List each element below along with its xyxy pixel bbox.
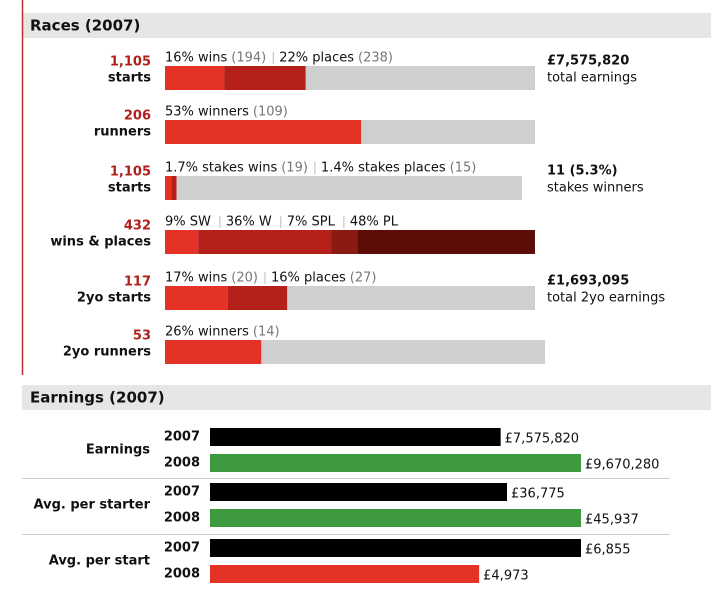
row-count: 53 bbox=[133, 329, 151, 344]
bar-segment bbox=[165, 66, 225, 90]
bar-segment bbox=[165, 176, 172, 200]
segment-count: (19) bbox=[281, 161, 308, 176]
row-label: starts bbox=[108, 71, 151, 86]
bar-segment bbox=[165, 286, 228, 310]
value-label: £6,855 bbox=[585, 543, 631, 558]
segment-count: (20) bbox=[231, 271, 258, 286]
segment-label: 1.7% stakes wins bbox=[165, 161, 277, 176]
bar bbox=[210, 539, 581, 557]
summary-value: £1,693,095 bbox=[547, 274, 629, 289]
bar-segment bbox=[198, 230, 332, 254]
segment-label: 9% SW bbox=[165, 215, 211, 230]
year-label: 2007 bbox=[164, 485, 200, 500]
bar-segment bbox=[165, 230, 199, 254]
row-label: wins & places bbox=[50, 235, 151, 250]
section-title: Races (2007) bbox=[30, 17, 140, 35]
section-title: Earnings (2007) bbox=[30, 389, 165, 407]
year-label: 2008 bbox=[164, 511, 200, 526]
bar bbox=[210, 454, 581, 472]
value-label: £7,575,820 bbox=[505, 432, 579, 447]
bar-segment bbox=[224, 66, 306, 90]
segment-label: 17% wins bbox=[165, 271, 228, 286]
section-header-bg bbox=[22, 385, 711, 410]
segment-count: (15) bbox=[450, 161, 477, 176]
row-label: starts bbox=[108, 181, 151, 196]
year-label: 2007 bbox=[164, 541, 200, 556]
row-count: 1,105 bbox=[110, 165, 151, 180]
segment-count: (194) bbox=[231, 51, 266, 66]
segment-label: 26% winners bbox=[165, 325, 249, 340]
segment-label: 53% winners bbox=[165, 105, 249, 120]
value-label: £36,775 bbox=[511, 487, 565, 502]
bar bbox=[210, 565, 480, 583]
group-label: Earnings bbox=[86, 443, 150, 458]
value-label: £45,937 bbox=[585, 513, 639, 528]
summary-value: £7,575,820 bbox=[547, 54, 629, 69]
segment-label: 48% PL bbox=[350, 215, 399, 230]
segment-count: (238) bbox=[358, 51, 393, 66]
bar bbox=[210, 428, 501, 446]
segment-count: (27) bbox=[350, 271, 377, 286]
row-count: 117 bbox=[124, 275, 151, 290]
summary-label: stakes winners bbox=[547, 181, 644, 196]
bar-segment bbox=[331, 230, 358, 254]
bar-segment bbox=[227, 286, 288, 310]
row-count: 432 bbox=[124, 219, 151, 234]
value-label: £9,670,280 bbox=[585, 458, 659, 473]
summary-label: total 2yo earnings bbox=[547, 291, 665, 306]
year-label: 2008 bbox=[164, 456, 200, 471]
segment-label: 16% wins bbox=[165, 51, 228, 66]
year-label: 2008 bbox=[164, 567, 200, 582]
bar-segment bbox=[171, 176, 177, 200]
section-header-bg bbox=[22, 13, 711, 38]
bar-segment bbox=[165, 120, 362, 144]
bar-segment bbox=[165, 340, 262, 364]
bar-segment bbox=[357, 230, 535, 254]
row-label: 2yo starts bbox=[77, 291, 151, 306]
segment-count: (14) bbox=[253, 325, 280, 340]
segment-label: 16% places bbox=[271, 271, 346, 286]
bar-track bbox=[165, 176, 522, 200]
year-label: 2007 bbox=[164, 430, 200, 445]
value-label: £4,973 bbox=[483, 569, 529, 584]
row-label: runners bbox=[94, 125, 151, 140]
group-label: Avg. per starter bbox=[34, 498, 151, 513]
segment-count: (109) bbox=[253, 105, 288, 120]
summary-label: total earnings bbox=[547, 71, 637, 86]
segment-label: 36% W bbox=[226, 215, 272, 230]
row-count: 206 bbox=[124, 109, 151, 124]
row-count: 1,105 bbox=[110, 55, 151, 70]
segment-label: 7% SPL bbox=[287, 215, 336, 230]
segment-label: 1.4% stakes places bbox=[321, 161, 446, 176]
summary-value: 11 (5.3%) bbox=[547, 164, 618, 179]
bar bbox=[210, 483, 508, 501]
segment-label: 22% places bbox=[279, 51, 354, 66]
row-label: 2yo runners bbox=[63, 345, 151, 360]
bar bbox=[210, 509, 581, 527]
group-label: Avg. per start bbox=[49, 554, 150, 569]
